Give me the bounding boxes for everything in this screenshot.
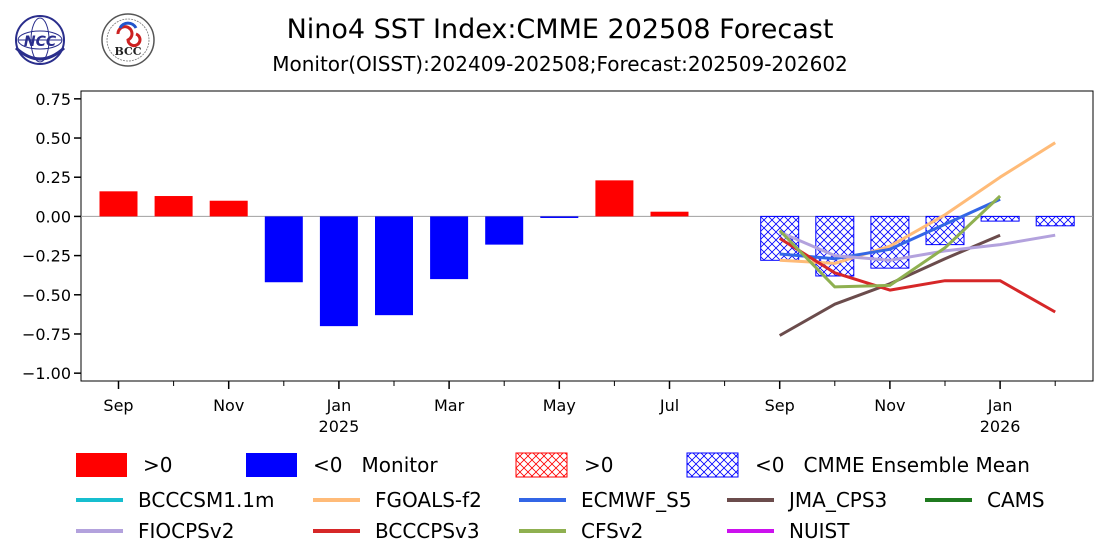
model-lines-layer [778,141,1056,337]
ncc-logo: NCC [14,15,66,65]
legend-label-ecmwf-s5: ECMWF_S5 [581,488,692,512]
legend-label-fiocpsv2: FIOCPSv2 [138,519,234,543]
legend-label-cfsv2: CFSv2 [581,519,643,543]
model-line-cfsv2 [778,194,1002,289]
ensemble-bar-2026-01 [980,215,1020,222]
y-tick-label: −0.25 [22,247,71,266]
legend-ensemble-neg-label: <0 CMME Ensemble Mean [755,453,1030,477]
legend-label-cams: CAMS [987,488,1045,512]
model-line-fiocpsv2 [779,230,1056,262]
y-axis: 0.75 0.50 0.25 0.00 −0.25 −0.50 −0.75 −1.00 [22,90,81,383]
monitor-bar-2025-06 [595,180,634,217]
x-tick-year-label: 2026 [980,417,1021,436]
legend-label-jma-cps3: JMA_CPS3 [787,488,887,512]
monitor-bar-2025-03 [430,216,469,280]
legend-label-fgoals-f2: FGOALS-f2 [375,488,482,512]
y-tick-label: 0.25 [35,168,71,187]
x-tick-year-label: 2025 [319,417,360,436]
legend-label-bcccpsv3: BCCCPSv3 [375,519,480,543]
monitor-bar-2025-01 [319,216,358,327]
ensemble-bar-2025-10 [815,215,855,277]
monitor-bar-2024-09 [99,191,138,217]
ncc-logo-text: NCC [24,34,57,50]
monitor-bar-2025-02 [375,216,413,316]
legend-models: BCCCSM1.1m FGOALS-f2 ECMWF_S5 JMA_CPS3 CAMS F… [76,488,1045,543]
legend-label-nuist: NUIST [789,519,850,543]
x-tick-label: Jan [987,396,1013,415]
monitor-bar-2024-10 [154,196,193,217]
legend-monitor-pos-label: >0 [143,453,172,477]
y-tick-label: −0.50 [22,286,71,305]
x-tick-label: Sep [103,396,133,415]
monitor-bar-2025-05 [540,216,579,218]
monitor-bar-2024-12 [264,216,303,283]
y-tick-label: −1.00 [22,364,71,383]
y-tick-label: 0.50 [35,129,71,148]
bcc-logo: BCC [101,13,155,67]
monitor-bar-2025-07 [650,211,689,217]
legend-ensemble-pos-swatch [515,452,568,478]
x-tick-label: May [543,396,576,415]
x-tick-label: Jul [659,396,679,415]
model-line-ecmwf-s5 [779,197,1001,261]
legend: >0 <0 Monitor >0 <0 CMME Ensemble Mean B… [76,452,1045,543]
x-tick-label: Nov [213,396,244,415]
monitor-bar-2024-11 [209,200,248,217]
x-tick-label: Jan [326,396,352,415]
ensemble-bar-2026-02 [1035,215,1075,227]
model-line-fgoals-f2 [779,141,1056,265]
y-tick-label: 0.00 [35,207,71,226]
x-axis: Sep Nov Jan 2025 Mar May Jul Sep Nov Jan 2026 [103,381,1056,436]
y-tick-label: −0.75 [22,325,71,344]
monitor-bar-2025-04 [485,216,524,245]
y-tick-label: 0.75 [35,90,71,109]
legend-monitor-neg-label: <0 Monitor [313,453,438,477]
legend-monitor-neg-swatch [246,453,297,477]
plot-frame [80,90,1094,382]
chart-subtitle: Monitor(OISST):202409-202508;Forecast:20… [272,52,848,76]
bars-layer [99,180,1075,327]
legend-monitor-pos-swatch [76,453,127,477]
chart-title: Nino4 SST Index:CMME 202508 Forecast [286,14,834,45]
x-tick-label: Mar [434,396,465,415]
legend-label-bcccsm1-1m: BCCCSM1.1m [138,488,275,512]
bcc-logo-text: BCC [114,45,141,58]
x-tick-label: Nov [874,396,905,415]
legend-ensemble-neg-swatch [686,452,739,478]
legend-ensemble-pos-label: >0 [584,453,613,477]
x-tick-label: Sep [765,396,795,415]
model-line-bcccpsv3 [778,237,1056,314]
